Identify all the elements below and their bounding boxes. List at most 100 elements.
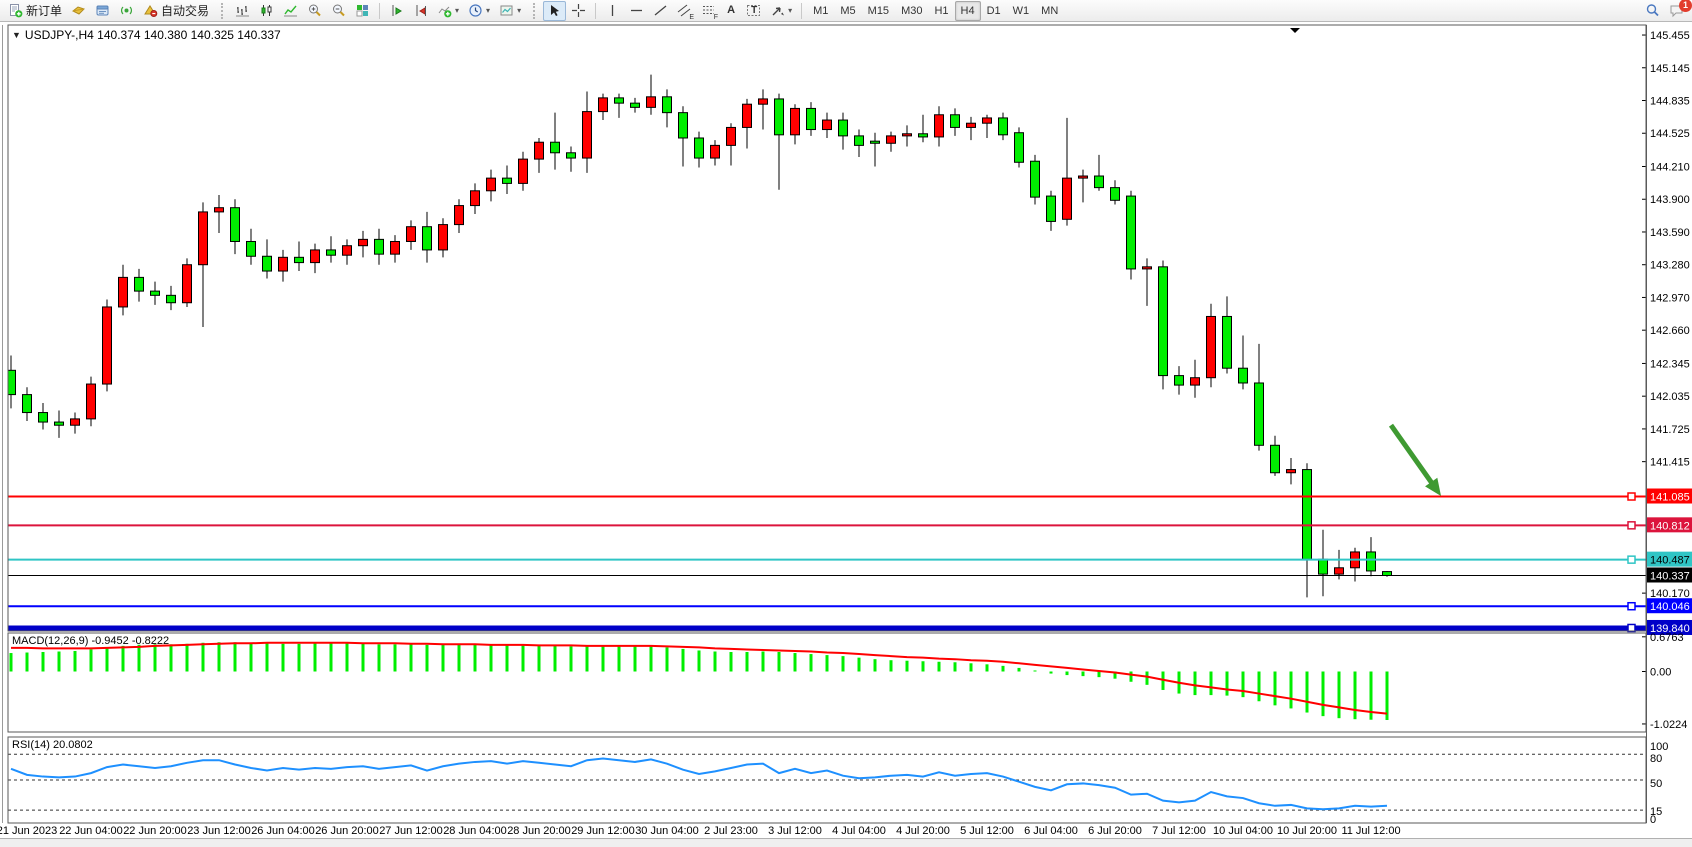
candle <box>1286 457 1296 485</box>
timeframe-button-h4[interactable]: H4 <box>954 0 981 21</box>
periods-button[interactable]: ▾ <box>464 1 494 21</box>
svg-text:29 Jun 12:00: 29 Jun 12:00 <box>571 825 635 837</box>
rsi-indicator-label: RSI(14) 20.0802 <box>12 739 93 751</box>
fibonacci-button[interactable]: F <box>697 1 720 21</box>
candle <box>1110 180 1120 205</box>
cursor-icon <box>547 3 562 18</box>
candle <box>150 281 160 305</box>
svg-text:30 Jun 04:00: 30 Jun 04:00 <box>635 825 699 837</box>
candle <box>1206 303 1216 388</box>
timeframe-button-mn[interactable]: MN <box>1041 4 1059 17</box>
candle <box>886 131 896 152</box>
svg-text:7 Jul 12:00: 7 Jul 12:00 <box>1152 825 1206 837</box>
templates-caret-icon: ▾ <box>517 6 522 15</box>
timeframe-button-m15[interactable]: M15 <box>867 4 890 17</box>
svg-text:10 Jul 04:00: 10 Jul 04:00 <box>1213 825 1273 837</box>
candle <box>22 387 32 421</box>
svg-text:4 Jul 20:00: 4 Jul 20:00 <box>896 825 950 837</box>
hline-anchor[interactable] <box>1627 623 1636 633</box>
crosshair-icon <box>571 3 586 18</box>
market-watch-button[interactable] <box>91 1 114 21</box>
svg-text:144.835: 144.835 <box>1650 96 1690 108</box>
price-hline-140.812[interactable]: 140.812 <box>8 517 1692 533</box>
hline-anchor[interactable] <box>1627 492 1636 501</box>
candle <box>1174 366 1184 395</box>
label-letter: T <box>751 5 758 16</box>
trendline-icon <box>653 3 668 18</box>
price-hline-140.046[interactable]: 140.046 <box>8 598 1692 614</box>
channel-icon: E <box>677 3 694 21</box>
svg-text:144.525: 144.525 <box>1650 128 1690 140</box>
bar-chart-button[interactable] <box>231 1 254 21</box>
hline-anchor[interactable] <box>1627 521 1636 530</box>
search-button[interactable] <box>1641 1 1664 21</box>
chat-button[interactable]: 1 <box>1665 0 1692 21</box>
candlestick-chart-button[interactable] <box>255 1 278 21</box>
timeframe-button-m1[interactable]: M1 <box>813 4 829 17</box>
chart-shift-button[interactable] <box>409 1 432 21</box>
candle <box>1142 258 1152 306</box>
candle <box>950 108 960 136</box>
candle <box>454 199 464 234</box>
candle <box>838 112 848 150</box>
candle <box>854 129 864 157</box>
horizontal-line-button[interactable] <box>625 1 648 21</box>
current-price-line: 140.337 <box>8 567 1692 583</box>
candle <box>390 235 400 263</box>
shapes-caret-icon: ▾ <box>788 6 793 15</box>
new-order-button[interactable]: 新订单 <box>4 1 66 21</box>
candle <box>102 299 112 392</box>
tile-windows-button[interactable] <box>351 1 374 21</box>
candle <box>742 98 752 149</box>
candle <box>870 132 880 167</box>
svg-text:140.812: 140.812 <box>1650 520 1690 532</box>
svg-text:143.590: 143.590 <box>1650 227 1690 239</box>
timeframe-button-h1[interactable]: H1 <box>934 4 949 17</box>
symbol-dropdown-icon[interactable]: ▼ <box>12 30 21 40</box>
timeframe-button-d1[interactable]: D1 <box>986 4 1001 17</box>
channel-button[interactable]: E <box>673 1 696 21</box>
templates-button[interactable]: ▾ <box>495 1 525 21</box>
chart-marker-icon[interactable] <box>1290 28 1300 33</box>
trendline-button[interactable] <box>649 1 672 21</box>
candle <box>1238 335 1248 390</box>
auto-trading-button[interactable]: 自动交易 <box>139 1 213 21</box>
shapes-button[interactable]: ▾ <box>766 1 796 21</box>
candle <box>678 106 688 167</box>
text-label-button[interactable]: T <box>742 1 765 21</box>
svg-text:140.337: 140.337 <box>1650 570 1690 582</box>
timeframe-button-m5[interactable]: M5 <box>840 4 856 17</box>
timeframe-button-m30[interactable]: M30 <box>901 4 923 17</box>
vertical-line-button[interactable] <box>601 1 624 21</box>
shapes-arrow-icon <box>770 3 785 18</box>
zoom-out-button[interactable] <box>327 1 350 21</box>
price-hline-140.487[interactable]: 140.487 <box>8 551 1692 567</box>
svg-text:4 Jul 04:00: 4 Jul 04:00 <box>832 825 886 837</box>
signals-button[interactable] <box>115 1 138 21</box>
trend-arrow-annotation[interactable] <box>1388 423 1441 496</box>
toolbar-separator <box>379 2 381 19</box>
metaeditor-button[interactable] <box>67 1 90 21</box>
svg-text:100: 100 <box>1650 741 1668 753</box>
auto-scroll-button[interactable] <box>385 1 408 21</box>
hline-anchor[interactable] <box>1627 601 1636 611</box>
line-chart-button[interactable] <box>279 1 302 21</box>
price-hline-139.840[interactable]: 139.840 <box>8 619 1692 635</box>
crosshair-button[interactable] <box>567 1 590 21</box>
candle <box>294 241 304 272</box>
indicators-button[interactable]: ▾ <box>433 1 463 21</box>
candle <box>790 104 800 145</box>
cursor-button[interactable] <box>543 0 567 21</box>
candle <box>1014 127 1024 168</box>
candle <box>422 211 432 263</box>
price-hline-141.085[interactable]: 141.085 <box>8 488 1692 504</box>
timeframe-button-w1[interactable]: W1 <box>1012 4 1030 17</box>
hline-anchor[interactable] <box>1627 555 1636 564</box>
candle <box>1270 435 1280 476</box>
zoom-in-button[interactable] <box>303 1 326 21</box>
svg-text:22 Jun 20:00: 22 Jun 20:00 <box>123 825 187 837</box>
price-axis: 145.455 145.145 144.835 144.525 144.210 143.9… <box>1642 30 1690 600</box>
svg-text:142.660: 142.660 <box>1650 325 1690 337</box>
text-button[interactable]: A <box>721 1 741 21</box>
candle <box>566 146 576 172</box>
